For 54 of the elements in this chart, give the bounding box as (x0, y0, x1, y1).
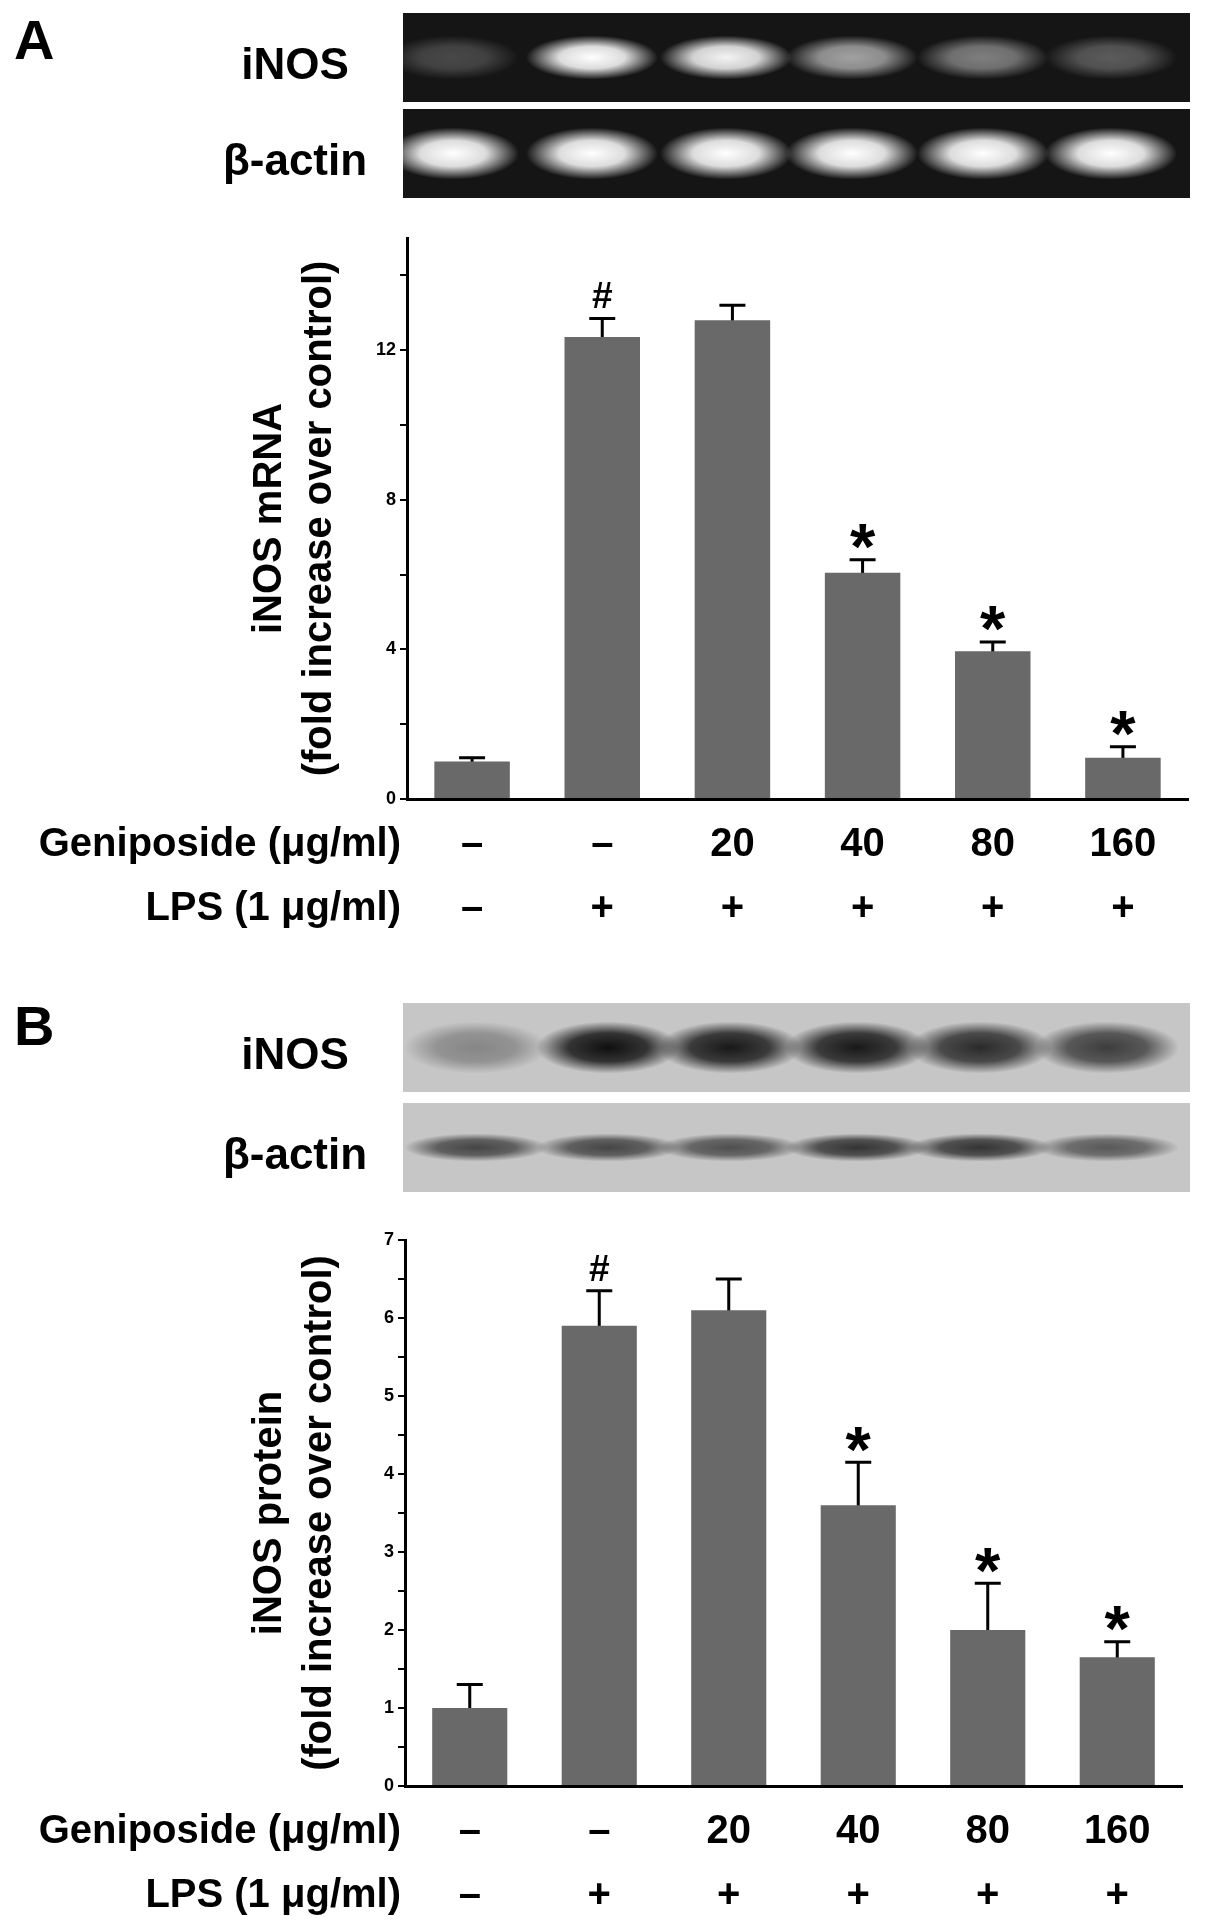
bar (694, 320, 771, 798)
x-tick-label: 160 + (1083, 1807, 1151, 1916)
text: β-actin (222, 1128, 368, 1178)
y-tick-label: 4 (383, 1462, 394, 1483)
x-tick-label: 80 + (965, 1807, 1010, 1916)
x-tick-label: – + (590, 820, 614, 929)
text: β-actin (222, 134, 368, 184)
x-axis-title: Geniposide (μg/ml) LPS (1 μg/ml) (38, 820, 401, 929)
x-axis-title: Geniposide (μg/ml) LPS (1 μg/ml) (38, 1807, 401, 1916)
bar (955, 651, 1031, 798)
bar (432, 1708, 508, 1785)
text: iNOS (241, 38, 349, 88)
x-tick-label: 160 + (1089, 820, 1157, 929)
y-tick-label: 2 (383, 1618, 394, 1639)
data-label: * (849, 510, 876, 584)
data-label: * (1104, 1592, 1131, 1666)
bar (434, 761, 510, 798)
y-tick-label: 0 (383, 1774, 394, 1795)
text: iNOS (241, 1028, 349, 1078)
bar (1079, 1657, 1155, 1785)
x-tick-label: – – (458, 1807, 481, 1916)
x-tick-label: – + (587, 1807, 611, 1916)
y-tick-label: 4 (385, 638, 396, 659)
y-tick-label: 12 (375, 339, 396, 360)
data-label: * (975, 1533, 1002, 1607)
data-label: # (588, 1246, 610, 1289)
x-tick-label: – – (460, 820, 484, 929)
data-label: * (1110, 697, 1137, 771)
y-axis-title: iNOS protein (fold increase over control) (245, 1255, 340, 1771)
x-tick-label: 20 + (710, 820, 755, 929)
y-tick-label: 1 (383, 1696, 394, 1717)
x-tick-label: 40 + (836, 1807, 881, 1916)
bar (1085, 757, 1161, 798)
bar (820, 1505, 896, 1785)
data-label: * (845, 1412, 872, 1486)
bar (564, 337, 640, 798)
y-tick-label: 7 (383, 1228, 394, 1249)
x-tick-label: 80 + (970, 820, 1015, 929)
y-axis-title: iNOS mRNA (fold increase over control) (245, 260, 340, 777)
y-tick-label: 6 (383, 1306, 394, 1327)
x-tick-label: 40 + (840, 820, 885, 929)
x-tick-label: 20 + (706, 1807, 751, 1916)
bar (561, 1325, 637, 1785)
chart-title: A (14, 8, 55, 71)
y-tick-label: 5 (383, 1384, 394, 1405)
bar (950, 1630, 1026, 1785)
chart-title: B (14, 994, 55, 1057)
bar (691, 1310, 767, 1785)
y-tick-label: 3 (383, 1540, 394, 1561)
bar (824, 572, 901, 798)
y-tick-label: 0 (385, 787, 396, 808)
data-label: * (980, 592, 1007, 666)
data-label: # (591, 274, 613, 317)
y-tick-label: 8 (385, 488, 396, 509)
